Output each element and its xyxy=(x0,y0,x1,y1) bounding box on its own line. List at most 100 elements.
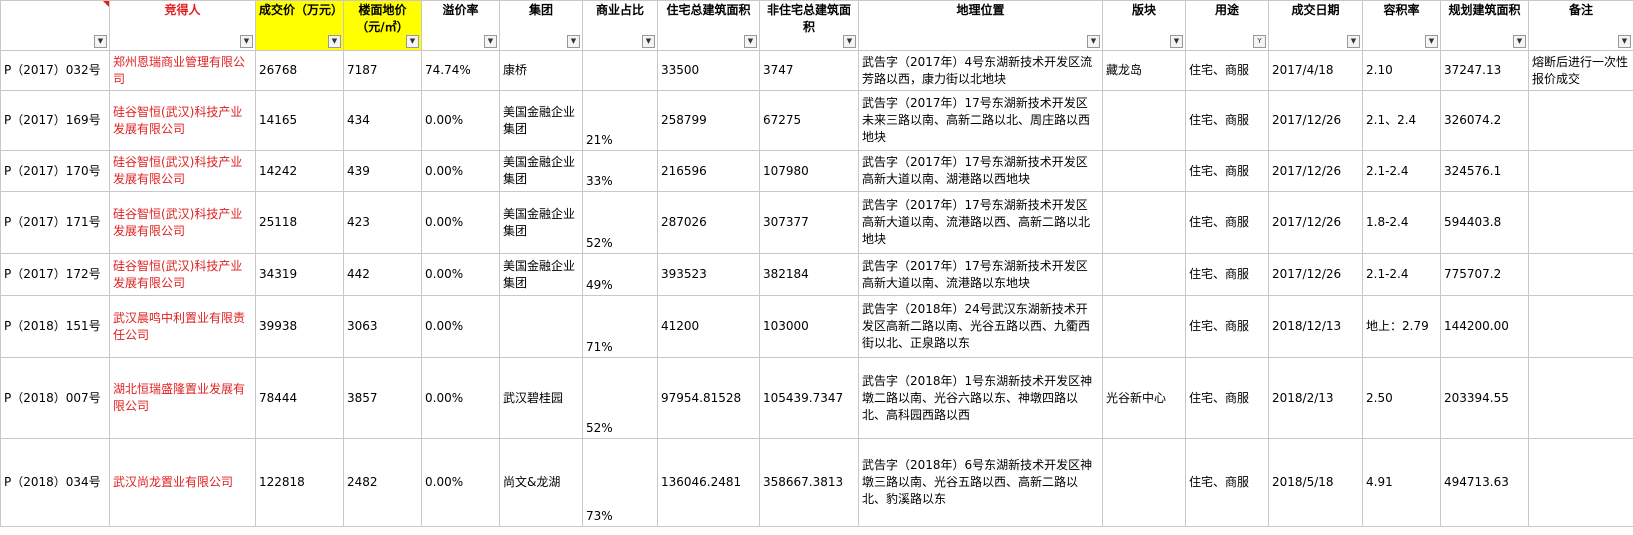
table-cell: 武汉尚龙置业有限公司 xyxy=(109,438,256,527)
table-cell xyxy=(499,295,583,358)
table-cell: 郑州恩瑞商业管理有限公司 xyxy=(109,50,256,91)
table-cell: 122818 xyxy=(255,438,344,527)
table-cell: 住宅、商服 xyxy=(1185,50,1269,91)
header-text: 楼面地价（元/㎡） xyxy=(356,3,409,34)
table-cell: 0.00% xyxy=(421,357,500,439)
table-cell: 2.1、2.4 xyxy=(1362,90,1441,151)
table-cell: 775707.2 xyxy=(1440,253,1529,296)
table-cell: 21% xyxy=(582,90,658,151)
table-cell: 26768 xyxy=(255,50,344,91)
table-cell: 107980 xyxy=(759,150,859,192)
table-cell: 硅谷智恒(武汉)科技产业发展有限公司 xyxy=(109,191,256,254)
table-cell: P（2018）007号 xyxy=(0,357,110,439)
table-cell: 442 xyxy=(343,253,422,296)
table-cell: 武汉晨鸣中利置业有限责任公司 xyxy=(109,295,256,358)
filter-button[interactable]: ▼ xyxy=(567,35,580,48)
filter-button[interactable]: ▼ xyxy=(484,35,497,48)
table-cell: 0.00% xyxy=(421,191,500,254)
table-cell xyxy=(1102,90,1186,151)
table-cell: 藏龙岛 xyxy=(1102,50,1186,91)
table-cell xyxy=(1528,295,1633,358)
filter-button[interactable]: ▼ xyxy=(1618,35,1631,48)
table-cell: 52% xyxy=(582,191,658,254)
table-cell: 0.00% xyxy=(421,90,500,151)
filter-button[interactable]: ▼ xyxy=(328,35,341,48)
table-cell: 尚文&龙湖 xyxy=(499,438,583,527)
filter-button[interactable]: ▼ xyxy=(843,35,856,48)
filter-button[interactable]: Y xyxy=(1253,35,1266,48)
table-cell: 武告字（2017年）17号东湖新技术开发区高新大道以南、流港路以东地块 xyxy=(858,253,1103,296)
table-cell: 7187 xyxy=(343,50,422,91)
table-cell: 594403.8 xyxy=(1440,191,1529,254)
filter-button[interactable]: ▼ xyxy=(1170,35,1183,48)
table-cell: 光谷新中心 xyxy=(1102,357,1186,439)
table-cell xyxy=(582,50,658,91)
table-cell: 2017/12/26 xyxy=(1268,253,1363,296)
filter-button[interactable]: ▼ xyxy=(406,35,419,48)
table-cell: 324576.1 xyxy=(1440,150,1529,192)
table-row: P（2017）032号 郑州恩瑞商业管理有限公司 26768 7187 74.74% 康桥… xyxy=(0,50,1633,91)
table-cell: 武告字（2018年）24号武汉东湖新技术开发区高新二路以南、光谷五路以西、九衢西… xyxy=(858,295,1103,358)
header-text: 溢价率 xyxy=(442,3,479,17)
table-cell: 203394.55 xyxy=(1440,357,1529,439)
header-text: 集团 xyxy=(528,3,553,17)
header-cell: 备注 ▼ xyxy=(1528,0,1633,51)
table-cell: 2.1-2.4 xyxy=(1362,150,1441,192)
table-cell: P（2017）032号 xyxy=(0,50,110,91)
table-cell: 武告字（2018年）1号东湖新技术开发区神墩二路以南、光谷六路以东、神墩四路以北… xyxy=(858,357,1103,439)
table-cell xyxy=(1528,90,1633,151)
filter-button[interactable]: ▼ xyxy=(1425,35,1438,48)
header-cell: 用途 Y xyxy=(1185,0,1269,51)
filter-button[interactable]: ▼ xyxy=(1087,35,1100,48)
table-cell: 住宅、商服 xyxy=(1185,253,1269,296)
table-cell: 105439.7347 xyxy=(759,357,859,439)
table-cell: 39938 xyxy=(255,295,344,358)
header-text: 版块 xyxy=(1131,3,1156,17)
table-cell: 美国金融企业集团 xyxy=(499,191,583,254)
table-row: P（2018）007号 湖北恒瑞盛隆置业发展有限公司 78444 3857 0.00% 武… xyxy=(0,357,1633,439)
table-cell: 武告字（2017年）17号东湖新技术开发区高新大道以南、流港路以西、高新二路以北… xyxy=(858,191,1103,254)
table-cell: 4.91 xyxy=(1362,438,1441,527)
header-cell: ▼ xyxy=(0,0,110,51)
table-cell: 2017/12/26 xyxy=(1268,90,1363,151)
table-cell: 0.00% xyxy=(421,438,500,527)
table-cell xyxy=(1102,253,1186,296)
filter-button[interactable]: ▼ xyxy=(240,35,253,48)
table-cell: 康桥 xyxy=(499,50,583,91)
table-cell: 武汉碧桂园 xyxy=(499,357,583,439)
table-cell: 216596 xyxy=(657,150,760,192)
table-cell: 硅谷智恒(武汉)科技产业发展有限公司 xyxy=(109,253,256,296)
filter-button[interactable]: ▼ xyxy=(642,35,655,48)
filter-button[interactable]: ▼ xyxy=(94,35,107,48)
header-row: ▼ 竞得人 ▼ 成交价（万元） ▼ 楼面地价（元/㎡） ▼ 溢价率 ▼ 集团 ▼ 商业占比… xyxy=(0,0,1633,51)
table-cell: 2.1-2.4 xyxy=(1362,253,1441,296)
table-cell: 103000 xyxy=(759,295,859,358)
table-cell xyxy=(1528,253,1633,296)
header-cell: 住宅总建筑面积 ▼ xyxy=(657,0,760,51)
table-cell: 67275 xyxy=(759,90,859,151)
table-cell: 3063 xyxy=(343,295,422,358)
table-cell: 地上：2.79 xyxy=(1362,295,1441,358)
header-cell: 成交价（万元） ▼ xyxy=(255,0,344,51)
table-cell: 73% xyxy=(582,438,658,527)
table-cell: 2.10 xyxy=(1362,50,1441,91)
table-cell: 423 xyxy=(343,191,422,254)
table-cell: 33500 xyxy=(657,50,760,91)
table-cell: 3857 xyxy=(343,357,422,439)
table-row: P（2018）034号 武汉尚龙置业有限公司 122818 2482 0.00% 尚文&龙… xyxy=(0,438,1633,527)
table-cell: 住宅、商服 xyxy=(1185,357,1269,439)
table-cell: 307377 xyxy=(759,191,859,254)
filter-button[interactable]: ▼ xyxy=(744,35,757,48)
table-cell: 住宅、商服 xyxy=(1185,295,1269,358)
table-cell: P（2017）169号 xyxy=(0,90,110,151)
filter-button[interactable]: ▼ xyxy=(1513,35,1526,48)
table-cell xyxy=(1102,438,1186,527)
table-cell: 74.74% xyxy=(421,50,500,91)
filter-button[interactable]: ▼ xyxy=(1347,35,1360,48)
table-cell: 494713.63 xyxy=(1440,438,1529,527)
table-cell: 78444 xyxy=(255,357,344,439)
table-cell: 住宅、商服 xyxy=(1185,438,1269,527)
table-cell: 97954.81528 xyxy=(657,357,760,439)
table-cell: 34319 xyxy=(255,253,344,296)
